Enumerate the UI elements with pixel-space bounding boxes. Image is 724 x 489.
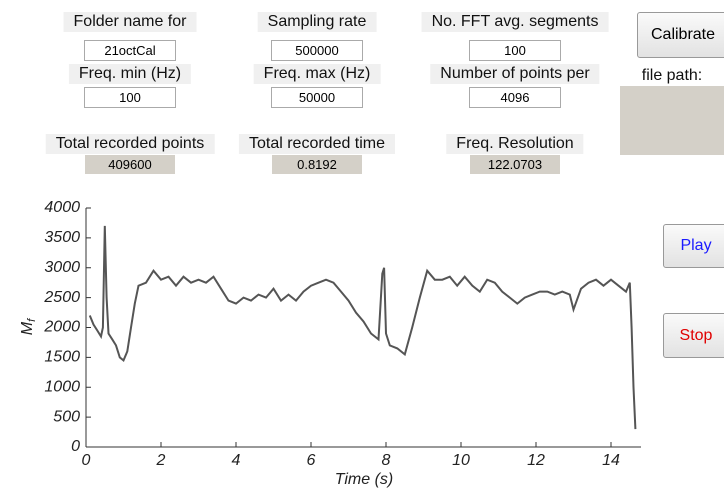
play-button[interactable]: Play xyxy=(663,224,724,268)
y-tick-label: 1000 xyxy=(44,378,80,395)
output-field: 409600 xyxy=(85,155,175,174)
y-tick-label: 2500 xyxy=(43,289,80,306)
field-label: Number of points per xyxy=(430,64,600,84)
input-field[interactable]: 21octCal xyxy=(84,40,176,61)
x-tick-label: 2 xyxy=(156,452,166,469)
y-label-sub: f xyxy=(26,318,38,322)
field-label: Total recorded points xyxy=(45,134,215,154)
file-path-box xyxy=(620,86,724,155)
field-label: Freq. min (Hz) xyxy=(68,64,192,84)
stop-button[interactable]: Stop xyxy=(663,313,724,358)
field-label: No. FFT avg. segments xyxy=(421,12,609,32)
calibrate-button[interactable]: Calibrate xyxy=(637,12,724,58)
field-label: Freq. max (Hz) xyxy=(253,64,381,84)
output-field: 0.8192 xyxy=(272,155,362,174)
y-tick-label: 3500 xyxy=(44,229,80,246)
field-label: Folder name for xyxy=(63,12,197,32)
y-label-main: M xyxy=(19,321,36,335)
field-label: Total recorded time xyxy=(238,134,396,154)
field-label: Freq. Resolution xyxy=(446,134,584,154)
input-field[interactable]: 100 xyxy=(84,87,176,108)
input-field[interactable]: 4096 xyxy=(469,87,561,108)
x-tick-label: 14 xyxy=(602,452,620,469)
y-tick-label: 4000 xyxy=(44,199,80,216)
y-tick-label: 2000 xyxy=(43,319,80,336)
x-tick-label: 4 xyxy=(232,452,241,469)
data-line xyxy=(88,225,637,430)
field-label: Sampling rate xyxy=(257,12,377,32)
y-tick-label: 1500 xyxy=(44,349,80,366)
chart: 0 500 1000 1500 2000 2500 3000 3500 4000 0 2 4 6 8 10 1… xyxy=(19,199,641,488)
file-path-label: file path: xyxy=(641,67,703,84)
x-tick-label: 0 xyxy=(82,452,91,469)
output-field: 122.0703 xyxy=(470,155,560,174)
x-tick-label: 10 xyxy=(452,452,470,469)
x-tick-label: 6 xyxy=(307,452,316,469)
x-tick-label: 8 xyxy=(382,452,391,469)
input-field[interactable]: 50000 xyxy=(271,87,363,108)
x-tick-label: 12 xyxy=(527,452,545,469)
y-tick-label: 3000 xyxy=(44,259,80,276)
x-axis-label: Time (s) xyxy=(335,471,394,488)
y-tick-label: 0 xyxy=(71,438,80,455)
y-axis-label: Mf xyxy=(19,318,38,335)
input-field[interactable]: 100 xyxy=(469,40,561,61)
input-field[interactable]: 500000 xyxy=(271,40,363,61)
y-tick-label: 500 xyxy=(53,408,80,425)
